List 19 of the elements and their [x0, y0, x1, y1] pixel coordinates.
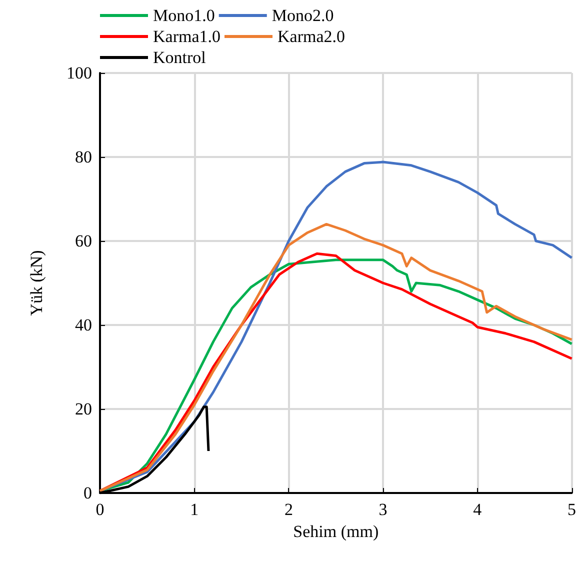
y-tick-label: 60 [75, 232, 92, 250]
x-tick-label: 5 [568, 500, 576, 519]
legend-label: Mono2.0 [272, 6, 334, 25]
y-tick-label: 100 [66, 64, 92, 82]
x-tick-label: 1 [190, 500, 199, 519]
legend-label: Kontrol [153, 48, 206, 67]
legend-label: Karma2.0 [278, 27, 346, 46]
x-tick-label: 2 [284, 500, 293, 519]
legend-label: Karma1.0 [153, 27, 221, 46]
y-tick-label: 40 [75, 316, 92, 334]
y-tick-label: 80 [75, 148, 92, 166]
x-axis-title: Sehim (mm) [293, 522, 379, 541]
x-tick-label: 4 [473, 500, 482, 519]
legend-label: Mono1.0 [153, 6, 215, 25]
y-tick-label: 0 [84, 484, 92, 502]
x-tick-label: 3 [378, 500, 388, 519]
x-tick-label: 0 [96, 500, 104, 519]
y-tick-label: 20 [75, 400, 92, 418]
y-axis-title: Yük (kN) [27, 250, 46, 316]
